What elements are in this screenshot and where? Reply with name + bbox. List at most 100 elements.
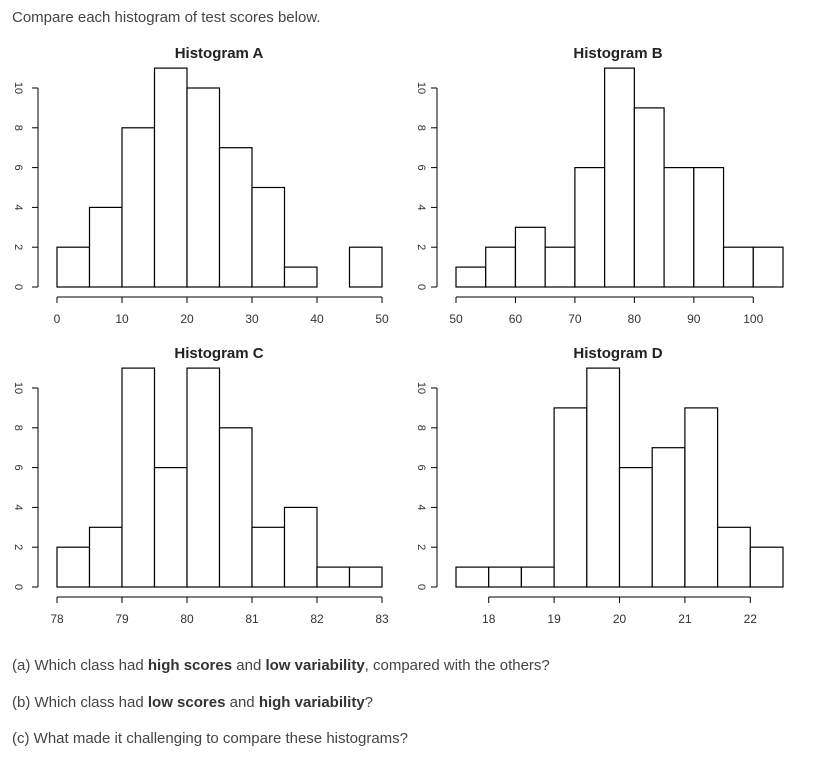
x-tick-label: 100	[743, 312, 763, 326]
histogram-1: Histogram B 0 2 4 6 8 10 50 60 70 80 90 100	[415, 45, 784, 326]
question-c: (c) What made it challenging to compare …	[12, 729, 550, 766]
intro-text: Compare each histogram of test scores be…	[12, 9, 321, 26]
histogram-bar	[283, 266, 318, 288]
question-text: and	[232, 657, 266, 674]
histogram-bar	[684, 407, 719, 588]
questions-list: (a) Which class had high scores and low …	[12, 656, 550, 766]
x-tick-label: 60	[509, 312, 523, 326]
y-tick-label: 8	[12, 425, 24, 431]
y-tick-label: 0	[12, 284, 24, 290]
histogram-bar	[186, 87, 221, 288]
histogram-bar	[485, 246, 517, 288]
question-text: , compared with the others?	[364, 657, 550, 674]
histogram-bar	[56, 546, 91, 588]
chart-title: Histogram A	[175, 45, 264, 62]
histogram-bar	[348, 566, 383, 588]
y-tick-label: 0	[415, 584, 427, 590]
question-b: (b) Which class had low scores and high …	[12, 693, 550, 730]
question-text: (c) What made it challenging to compare …	[12, 730, 409, 747]
y-tick-label: 8	[415, 425, 427, 431]
x-tick-label: 18	[482, 612, 496, 626]
y-tick-label: 0	[415, 284, 427, 290]
y-tick-label: 4	[12, 204, 24, 210]
histogram-bar	[121, 127, 156, 288]
histogram-bar	[749, 546, 784, 588]
histogram-bar	[693, 167, 725, 288]
y-tick-label: 2	[12, 244, 24, 250]
y-tick-label: 4	[415, 204, 427, 210]
x-tick-label: 90	[687, 312, 701, 326]
y-tick-label: 2	[415, 544, 427, 550]
y-tick-label: 8	[12, 125, 24, 131]
x-tick-label: 22	[744, 612, 758, 626]
chart-title: Histogram D	[573, 345, 662, 362]
histogram-bar	[514, 226, 546, 288]
histogram-bar	[348, 246, 383, 288]
question-text: (a) Which class had	[12, 657, 148, 674]
x-tick-label: 50	[449, 312, 463, 326]
question-emphasis: high variability	[258, 693, 365, 711]
x-tick-label: 78	[50, 612, 64, 626]
y-tick-label: 6	[12, 165, 24, 171]
histogram-bar	[488, 566, 523, 588]
x-tick-label: 50	[375, 312, 389, 326]
x-tick-label: 0	[54, 312, 61, 326]
histogram-bar	[544, 246, 576, 288]
histogram-0: Histogram A 0 2 4 6 8 10 0 10 20 30 40 50	[12, 45, 389, 326]
histogram-2: Histogram C 0 2 4 6 8 10 78 79 80 81 82 83	[12, 345, 389, 626]
x-tick-label: 83	[375, 612, 389, 626]
histogram-bar	[520, 566, 555, 588]
histogram-bar	[455, 266, 487, 288]
histogram-bar	[316, 566, 351, 588]
x-tick-label: 19	[547, 612, 561, 626]
histogram-bar	[651, 447, 686, 588]
question-emphasis: low scores	[147, 693, 226, 711]
x-tick-label: 70	[568, 312, 582, 326]
y-tick-label: 8	[415, 125, 427, 131]
histogram-bar	[218, 427, 253, 588]
histogram-bar	[553, 407, 588, 588]
question-emphasis: low variability	[265, 657, 365, 674]
y-tick-label: 10	[12, 82, 24, 94]
y-tick-label: 4	[12, 504, 24, 510]
x-tick-label: 10	[115, 312, 129, 326]
y-tick-label: 2	[12, 544, 24, 550]
x-tick-label: 80	[180, 612, 194, 626]
x-tick-label: 79	[115, 612, 129, 626]
histogram-bar	[251, 526, 286, 588]
y-tick-label: 10	[415, 82, 427, 94]
histogram-bar	[752, 246, 784, 288]
y-tick-label: 6	[415, 165, 427, 171]
histogram-bar	[716, 526, 751, 588]
histogram-bar	[186, 367, 221, 588]
histogram-bar	[153, 67, 188, 288]
question-text: (b) Which class had	[12, 693, 148, 711]
histogram-bar	[218, 147, 253, 288]
y-tick-label: 0	[12, 584, 24, 590]
histogram-bar	[722, 246, 754, 288]
histogram-bar	[604, 67, 635, 288]
question-emphasis: high scores	[147, 657, 233, 674]
histogram-bar	[88, 526, 123, 588]
x-tick-label: 82	[310, 612, 324, 626]
y-tick-label: 2	[415, 244, 427, 250]
histogram-3: Histogram D 0 2 4 6 8 10 18 19 20 21 22	[415, 345, 784, 626]
question-a: (a) Which class had high scores and low …	[12, 656, 550, 693]
x-tick-label: 21	[678, 612, 692, 626]
y-tick-label: 6	[415, 465, 427, 471]
histogram-bar	[153, 467, 188, 588]
histogram-bar	[618, 467, 653, 588]
x-tick-label: 40	[310, 312, 324, 326]
histogram-bar	[56, 246, 91, 288]
x-tick-label: 20	[180, 312, 194, 326]
histogram-bar	[663, 167, 695, 288]
y-tick-label: 10	[12, 382, 24, 394]
x-tick-label: 30	[245, 312, 259, 326]
x-tick-label: 20	[613, 612, 627, 626]
question-text: ?	[364, 693, 374, 711]
histogram-bar	[586, 367, 621, 588]
y-tick-label: 10	[415, 382, 427, 394]
y-tick-label: 6	[12, 465, 24, 471]
x-tick-label: 81	[245, 612, 259, 626]
